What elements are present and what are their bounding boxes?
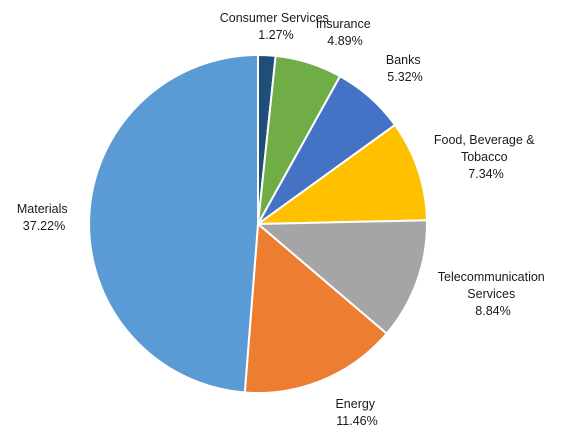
slice-label-consumer-services: Consumer Services 1.27% [220, 11, 333, 42]
pie-slice-energy [243, 223, 388, 394]
pie-slice-materials [88, 54, 259, 394]
slice-label-energy: Energy 11.46% [335, 397, 378, 428]
slice-label-telecommunication-services: Telecommunication Services 8.84% [438, 270, 548, 318]
slice-label-banks: Banks 5.32% [386, 53, 424, 84]
slice-label-materials: Materials 37.22% [17, 202, 71, 233]
pie-slices [88, 53, 428, 394]
slice-label-insurance: Insurance 4.89% [316, 17, 374, 48]
pie-slice-telecommunication-services [257, 219, 428, 335]
pie-slice-food-beverage-tobacco [257, 123, 428, 225]
slice-label-food-beverage-tobacco: Food, Beverage & Tobacco 7.34% [434, 133, 538, 181]
pie-labels: Consumer Services 1.27% Insurance 4.89% … [17, 11, 548, 428]
